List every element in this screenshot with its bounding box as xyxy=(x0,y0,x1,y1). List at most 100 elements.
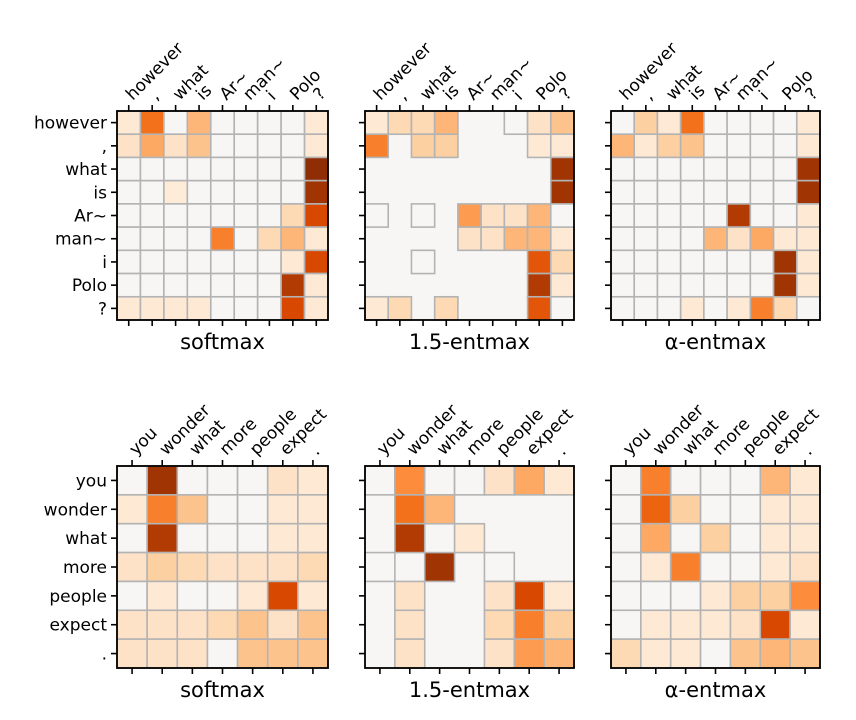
heatmap-cell xyxy=(633,226,659,252)
heatmap-cell xyxy=(266,465,299,496)
heatmap-cell xyxy=(364,465,396,496)
heatmap-cell xyxy=(759,638,791,669)
heatmap-cell xyxy=(610,295,636,321)
heatmap-cell xyxy=(280,133,306,159)
heatmap-cell xyxy=(543,638,575,669)
x-tick-label: you xyxy=(619,423,655,459)
heatmap-cell xyxy=(423,551,456,583)
heatmap-cell xyxy=(163,295,189,321)
heatmap-cell xyxy=(549,295,575,321)
heatmap-cell xyxy=(656,203,682,228)
heatmap-cell xyxy=(139,249,165,275)
x-tick-label: i xyxy=(263,87,280,104)
heatmap-cell xyxy=(640,551,672,583)
heatmap-cell xyxy=(679,249,705,275)
heatmap-cell xyxy=(726,133,752,159)
heatmap-cell xyxy=(640,522,672,554)
heatmap-cell xyxy=(236,465,269,496)
heatmap-cell xyxy=(656,249,682,275)
heatmap-cell xyxy=(772,272,798,298)
heatmap-cell xyxy=(176,551,209,583)
heatmap-cell xyxy=(640,638,672,669)
heatmap-cell xyxy=(610,203,636,228)
heatmap-cell xyxy=(433,110,459,136)
heatmap-cell xyxy=(116,580,148,612)
heatmap-cell xyxy=(256,295,282,321)
heatmap-cell xyxy=(669,551,702,583)
heatmap-cell xyxy=(256,110,282,136)
heatmap-cell xyxy=(549,133,575,159)
heatmap-cell xyxy=(209,226,236,252)
x-tick-label: ? xyxy=(802,84,823,105)
heatmap-cell xyxy=(729,609,762,640)
heatmap-cell xyxy=(656,272,682,298)
heatmap-cell xyxy=(163,203,189,228)
heatmap-cell xyxy=(526,203,552,228)
heatmap-cell xyxy=(233,226,259,252)
panel-title: softmax xyxy=(180,678,265,702)
heatmap-cell xyxy=(543,609,575,640)
heatmap-cell xyxy=(549,249,575,275)
heatmap-cell xyxy=(656,133,682,159)
heatmap-cell xyxy=(433,133,459,159)
heatmap-cell xyxy=(163,110,189,136)
y-tick-label: is xyxy=(93,183,107,203)
heatmap-cell xyxy=(209,110,236,136)
heatmap-cell xyxy=(679,295,705,321)
heatmap-cell xyxy=(209,272,236,298)
heatmap-cell xyxy=(795,110,821,136)
heatmap-cell xyxy=(610,133,636,159)
heatmap-cell xyxy=(256,226,282,252)
heatmap-cell xyxy=(280,156,306,182)
heatmap-cell xyxy=(749,179,775,205)
x-tick-label: , xyxy=(146,87,164,105)
heatmap-cell xyxy=(772,179,798,205)
heatmap-cell xyxy=(526,295,552,321)
panel-title: softmax xyxy=(180,330,265,354)
heatmap-cell xyxy=(669,522,702,554)
heatmap-cell xyxy=(256,249,282,275)
y-tick-label: Polo xyxy=(72,276,107,296)
y-tick-label: Ar~ xyxy=(74,207,107,227)
heatmap-cell xyxy=(526,226,552,252)
heatmap-cell xyxy=(610,156,636,182)
heatmap-cell xyxy=(209,156,236,182)
heatmap-cell xyxy=(729,638,762,669)
heatmap-cell xyxy=(789,522,821,554)
heatmap-cell xyxy=(513,638,545,669)
heatmap-cell xyxy=(749,133,775,159)
x-tick-label: ? xyxy=(556,84,577,105)
x-tick-label: i xyxy=(755,87,772,104)
heatmap-cell xyxy=(394,494,426,525)
heatmap-cell xyxy=(233,203,259,228)
heatmap-cell xyxy=(483,551,516,583)
heatmap-cell xyxy=(116,638,148,669)
heatmap-cell xyxy=(209,249,236,275)
heatmap-cell xyxy=(146,638,179,669)
heatmap-cell xyxy=(729,494,762,525)
heatmap-cell xyxy=(789,551,821,583)
heatmap-cell xyxy=(116,609,148,640)
heatmap-cell xyxy=(640,494,672,525)
y-tick-label: people xyxy=(49,587,107,607)
heatmap-cell xyxy=(410,249,436,275)
heatmap-cell xyxy=(610,465,642,496)
heatmap-cell xyxy=(453,465,486,496)
y-tick-label: you xyxy=(76,471,107,491)
heatmap-cell xyxy=(387,295,413,321)
heatmap-cell xyxy=(772,203,798,228)
heatmap-cell xyxy=(139,203,165,228)
heatmap-cell xyxy=(116,465,148,496)
heatmap-cell xyxy=(699,465,732,496)
heatmap-cell xyxy=(236,551,269,583)
heatmap-cell xyxy=(726,295,752,321)
heatmap-cell xyxy=(163,226,189,252)
heatmap-cell xyxy=(549,226,575,252)
heatmap-cell xyxy=(480,226,506,252)
heatmap-cell xyxy=(633,133,659,159)
x-tick-label: you xyxy=(125,423,161,459)
heatmap-cell xyxy=(364,295,390,321)
heatmap-cell xyxy=(699,551,732,583)
heatmap-cell xyxy=(297,465,329,496)
